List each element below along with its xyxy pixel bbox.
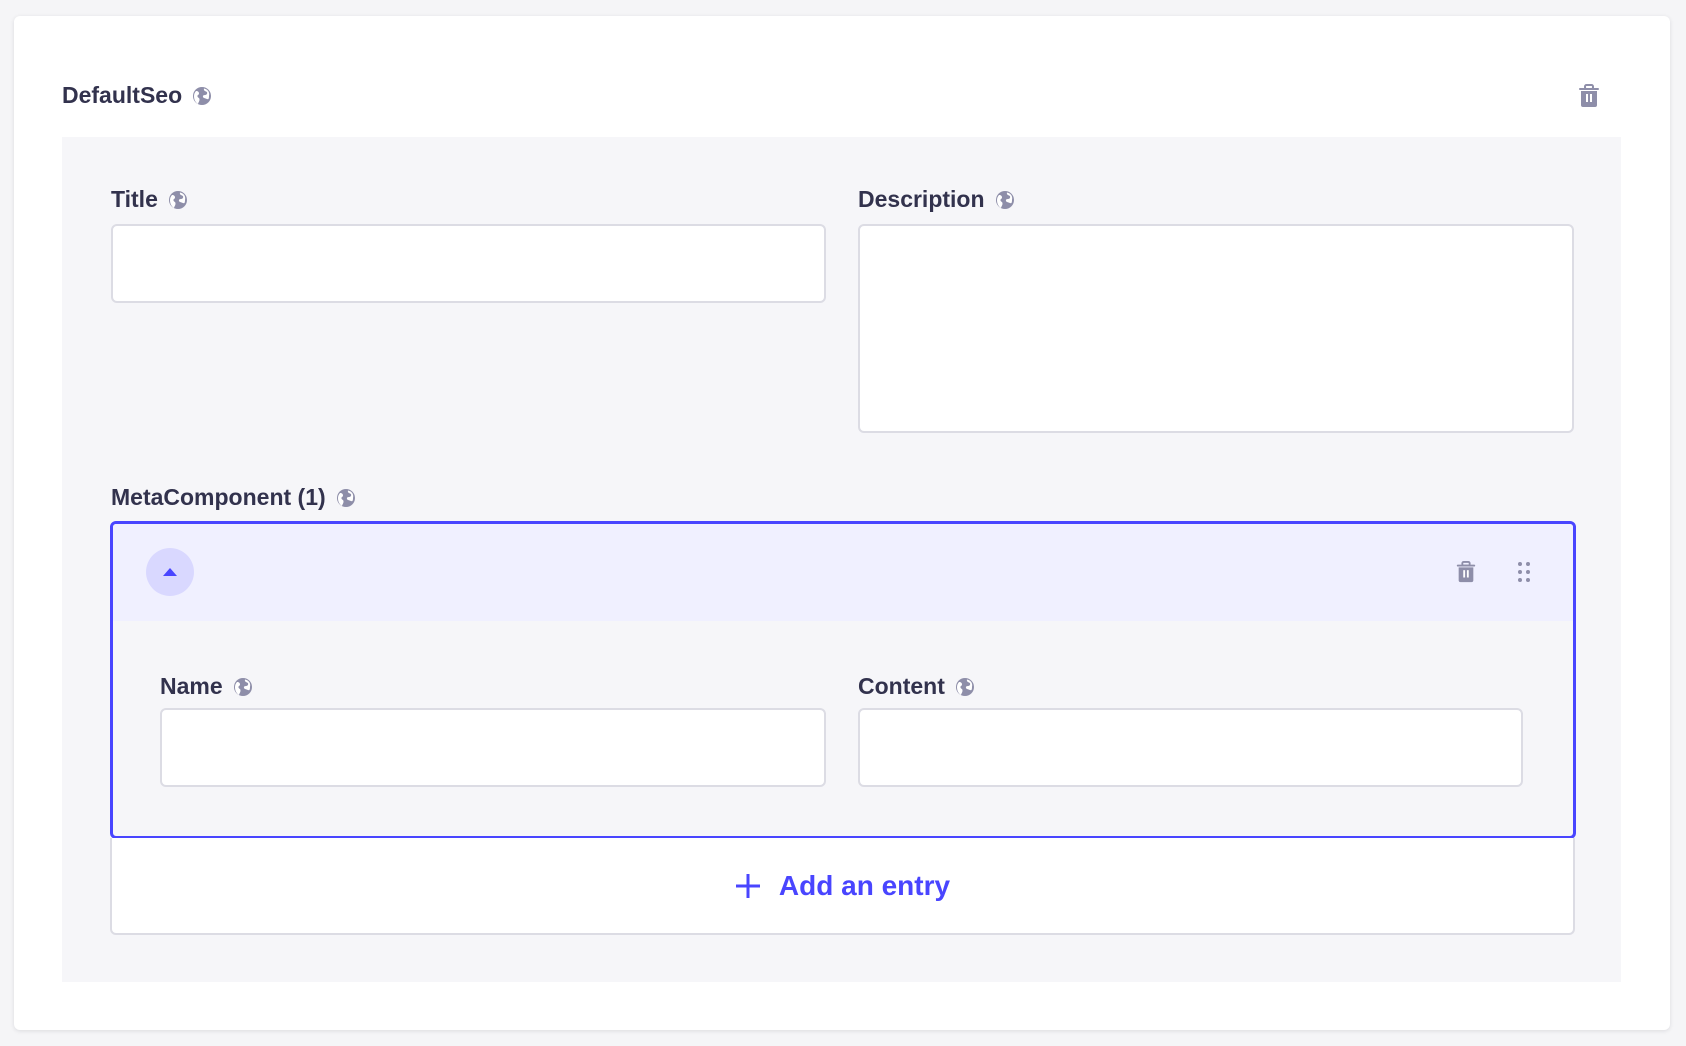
meta-component-label-text: MetaComponent (1) <box>111 484 326 510</box>
globe-icon <box>336 488 356 508</box>
collapse-button[interactable] <box>146 548 194 596</box>
globe-icon <box>192 86 212 106</box>
meta-component-entry: Name Content <box>110 521 1576 839</box>
description-textarea[interactable] <box>858 224 1574 433</box>
description-label: Description <box>858 186 1015 213</box>
title-label-text: Title <box>111 186 158 212</box>
name-label: Name <box>160 673 253 700</box>
name-label-text: Name <box>160 673 223 699</box>
add-entry-label: Add an entry <box>778 869 951 901</box>
title-input[interactable] <box>111 224 826 303</box>
meta-component-label: MetaComponent (1) <box>111 484 356 511</box>
globe-icon <box>233 677 253 697</box>
component-header: DefaultSeo <box>62 82 212 109</box>
title-label: Title <box>111 186 188 213</box>
delete-component-trash-icon[interactable] <box>1577 83 1601 109</box>
plus-icon <box>735 873 760 898</box>
description-label-text: Description <box>858 186 985 212</box>
caret-up-icon <box>163 568 177 576</box>
globe-icon <box>168 190 188 210</box>
component-title: DefaultSeo <box>62 82 183 108</box>
delete-entry-trash-icon[interactable] <box>1455 560 1477 584</box>
drag-handle-icon[interactable] <box>1517 561 1531 583</box>
name-input[interactable] <box>160 708 826 787</box>
content-label-text: Content <box>858 673 945 699</box>
content-label: Content <box>858 673 975 700</box>
add-entry-button[interactable]: Add an entry <box>110 838 1575 935</box>
entry-header[interactable] <box>113 524 1573 621</box>
globe-icon <box>995 190 1015 210</box>
globe-icon <box>955 677 975 697</box>
content-input[interactable] <box>858 708 1523 787</box>
